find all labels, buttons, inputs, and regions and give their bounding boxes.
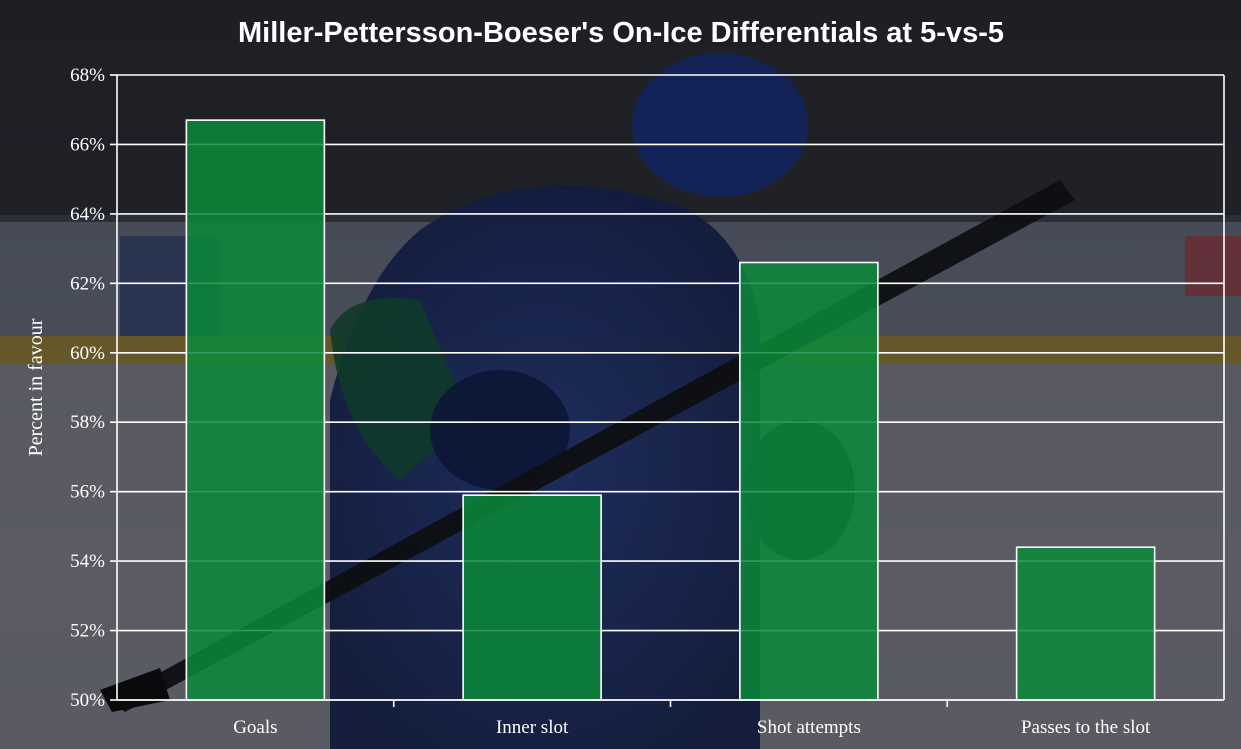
x-tick-label: Shot attempts xyxy=(757,717,861,738)
plot-area: Miller-Pettersson-Boeser's On-Ice Differ… xyxy=(25,17,1225,738)
bar-passes-to-the-slot xyxy=(1015,546,1156,701)
y-tick-label: 50% xyxy=(70,690,105,711)
y-tick-label: 52% xyxy=(70,621,105,642)
y-tick-label: 64% xyxy=(70,204,105,225)
x-tick-label: Goals xyxy=(233,717,277,738)
bar-shot-attempts xyxy=(739,261,879,701)
y-tick-label: 60% xyxy=(70,343,105,364)
bar-inner-slot xyxy=(462,494,602,701)
y-axis-label: Percent in favour xyxy=(25,318,47,456)
y-tick-label: 62% xyxy=(70,273,105,294)
y-tick-label: 68% xyxy=(70,65,105,86)
chart-title: Miller-Pettersson-Boeser's On-Ice Differ… xyxy=(238,17,1004,49)
y-tick-label: 54% xyxy=(70,551,105,572)
x-tick-label: Inner slot xyxy=(496,717,569,738)
y-tick-label: 58% xyxy=(70,412,105,433)
y-tick-label: 56% xyxy=(70,482,105,503)
y-tick-label: 66% xyxy=(70,134,105,155)
bar-goals xyxy=(185,119,326,701)
x-tick-label: Passes to the slot xyxy=(1021,717,1151,738)
